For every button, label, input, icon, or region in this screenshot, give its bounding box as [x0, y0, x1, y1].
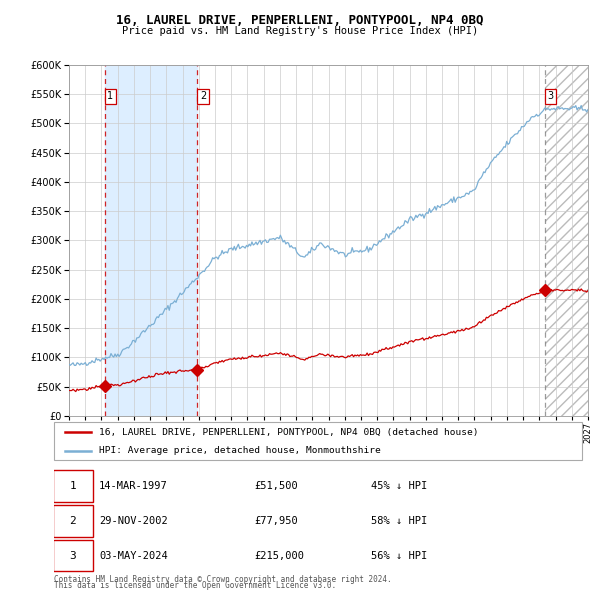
Text: 3: 3 — [70, 550, 76, 560]
Text: 56% ↓ HPI: 56% ↓ HPI — [371, 550, 427, 560]
Text: 16, LAUREL DRIVE, PENPERLLENI, PONTYPOOL, NP4 0BQ: 16, LAUREL DRIVE, PENPERLLENI, PONTYPOOL… — [116, 14, 484, 27]
Text: 3: 3 — [547, 91, 553, 101]
Text: 14-MAR-1997: 14-MAR-1997 — [99, 481, 167, 491]
Text: 29-NOV-2002: 29-NOV-2002 — [99, 516, 167, 526]
Text: 1: 1 — [107, 91, 113, 101]
Text: 2: 2 — [70, 516, 76, 526]
FancyBboxPatch shape — [54, 422, 582, 460]
Text: This data is licensed under the Open Government Licence v3.0.: This data is licensed under the Open Gov… — [54, 581, 336, 590]
Text: 03-MAY-2024: 03-MAY-2024 — [99, 550, 167, 560]
Text: 58% ↓ HPI: 58% ↓ HPI — [371, 516, 427, 526]
Bar — [104, 65, 197, 416]
Text: HPI: Average price, detached house, Monmouthshire: HPI: Average price, detached house, Monm… — [99, 446, 380, 455]
Text: 1: 1 — [70, 481, 76, 491]
Text: 2: 2 — [200, 91, 206, 101]
Text: £215,000: £215,000 — [254, 550, 305, 560]
Text: 16, LAUREL DRIVE, PENPERLLENI, PONTYPOOL, NP4 0BQ (detached house): 16, LAUREL DRIVE, PENPERLLENI, PONTYPOOL… — [99, 428, 478, 437]
Bar — [545, 65, 588, 416]
Text: £77,950: £77,950 — [254, 516, 298, 526]
FancyBboxPatch shape — [53, 505, 92, 536]
Text: Contains HM Land Registry data © Crown copyright and database right 2024.: Contains HM Land Registry data © Crown c… — [54, 575, 392, 584]
Text: Price paid vs. HM Land Registry's House Price Index (HPI): Price paid vs. HM Land Registry's House … — [122, 26, 478, 35]
FancyBboxPatch shape — [53, 540, 92, 572]
Text: 45% ↓ HPI: 45% ↓ HPI — [371, 481, 427, 491]
FancyBboxPatch shape — [53, 470, 92, 502]
Text: £51,500: £51,500 — [254, 481, 298, 491]
